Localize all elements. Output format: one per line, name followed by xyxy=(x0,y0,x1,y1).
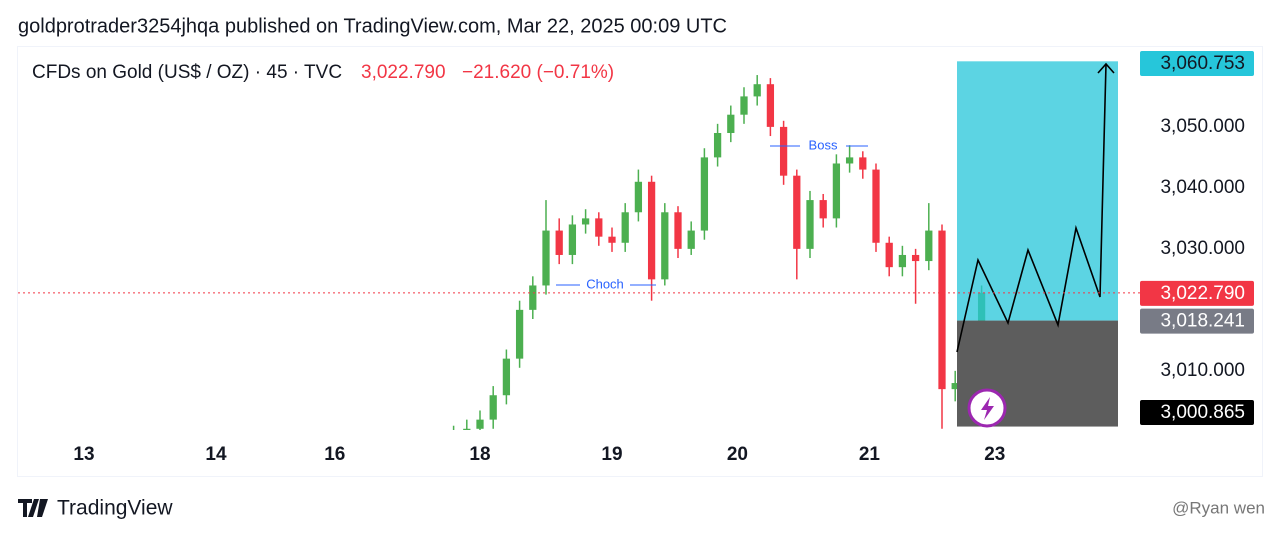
publisher: goldprotrader3254jhqa published on Tradi… xyxy=(18,15,727,37)
candle-body xyxy=(753,84,761,97)
candle-body xyxy=(595,218,603,237)
target-zone xyxy=(957,61,1118,321)
candle-body xyxy=(898,254,907,268)
boss-label: Boss xyxy=(809,137,838,152)
candle-body xyxy=(555,230,563,255)
candle-body xyxy=(502,358,511,396)
candle-body xyxy=(489,395,497,420)
candle-body xyxy=(859,157,867,170)
candle-body xyxy=(951,383,959,390)
candle-body xyxy=(542,230,550,286)
logo xyxy=(18,499,48,517)
candle-body xyxy=(687,230,695,249)
candle-body xyxy=(885,242,893,268)
candle-body xyxy=(832,163,841,219)
x-tick-label: 23 xyxy=(984,444,1005,465)
candle-body xyxy=(793,175,801,249)
candle-body xyxy=(845,157,854,164)
candle-body xyxy=(938,230,946,390)
candle-body xyxy=(925,230,933,262)
price-tag xyxy=(1140,51,1254,76)
candle-body xyxy=(661,212,669,280)
candle-body xyxy=(779,126,788,176)
candle-body xyxy=(581,218,590,225)
candle-body xyxy=(806,200,814,249)
y-tick-label: 3,050.000 xyxy=(1160,116,1245,137)
frame xyxy=(17,46,1263,477)
x-tick-label: 18 xyxy=(469,444,490,465)
price-tag-label: 3,000.865 xyxy=(1160,402,1245,423)
overlay xyxy=(18,61,1140,428)
candle-body xyxy=(766,84,775,127)
last-price-text: 3,022.790 xyxy=(361,62,446,83)
x-tick-label: 14 xyxy=(205,444,227,465)
brand: TradingView xyxy=(57,497,173,520)
candle-body xyxy=(911,254,920,262)
candle-body xyxy=(740,96,748,115)
projection xyxy=(956,63,1107,353)
candle-body xyxy=(476,419,484,429)
plot xyxy=(450,75,986,441)
candle-body xyxy=(608,236,616,243)
y-tick-label: 3,030.000 xyxy=(1160,238,1245,259)
price-tag-label: 3,022.790 xyxy=(1160,283,1245,304)
candle-body xyxy=(463,428,471,430)
candle-body xyxy=(568,224,577,255)
price-tag xyxy=(1140,400,1254,425)
x-tick-label: 13 xyxy=(73,444,94,465)
change-text: −21.620 (−0.71%) xyxy=(462,62,614,83)
candle-body xyxy=(529,285,537,310)
y-tick-label: 3,010.000 xyxy=(1160,360,1245,381)
x-tick-label: 16 xyxy=(324,444,345,465)
price-tag xyxy=(1140,280,1254,306)
candle-body xyxy=(634,181,643,213)
candle-body xyxy=(647,181,656,280)
alert-icon xyxy=(981,397,994,420)
candle-body xyxy=(700,157,709,231)
candle-body xyxy=(450,435,457,441)
price-tag-label: 3,018.241 xyxy=(1160,311,1245,332)
candle-body xyxy=(819,200,827,219)
y-tick-label: 3,040.000 xyxy=(1160,177,1245,198)
watermark: @Ryan wen xyxy=(1172,498,1265,517)
price-tag-label: 3,060.753 xyxy=(1160,53,1245,74)
choch-label: Choch xyxy=(586,276,624,291)
x-tick-label: 20 xyxy=(727,444,748,465)
candle-body xyxy=(674,212,682,249)
price-tag xyxy=(1140,308,1254,334)
candle-body xyxy=(713,132,722,158)
x-tick-label: 19 xyxy=(601,444,622,465)
arrow-head xyxy=(1097,62,1115,74)
chart-title: CFDs on Gold (US$ / OZ) · 45 · TVC xyxy=(32,62,342,83)
candle-body xyxy=(727,114,735,133)
candle-body xyxy=(621,212,629,243)
candle-body xyxy=(872,169,880,243)
x-tick-label: 21 xyxy=(859,444,881,465)
candle-body xyxy=(515,309,524,359)
